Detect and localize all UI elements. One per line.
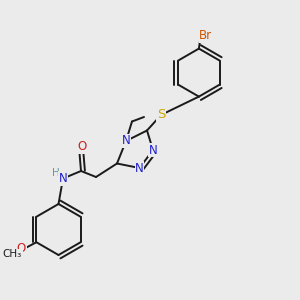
Text: N: N [135, 161, 144, 175]
Text: H: H [52, 167, 59, 178]
Text: N: N [58, 172, 68, 185]
Text: N: N [148, 143, 158, 157]
Text: N: N [122, 134, 130, 148]
Text: O: O [17, 242, 26, 255]
Text: S: S [157, 108, 165, 122]
Text: CH₃: CH₃ [3, 249, 22, 259]
Text: Br: Br [199, 29, 212, 42]
Text: O: O [77, 140, 86, 154]
